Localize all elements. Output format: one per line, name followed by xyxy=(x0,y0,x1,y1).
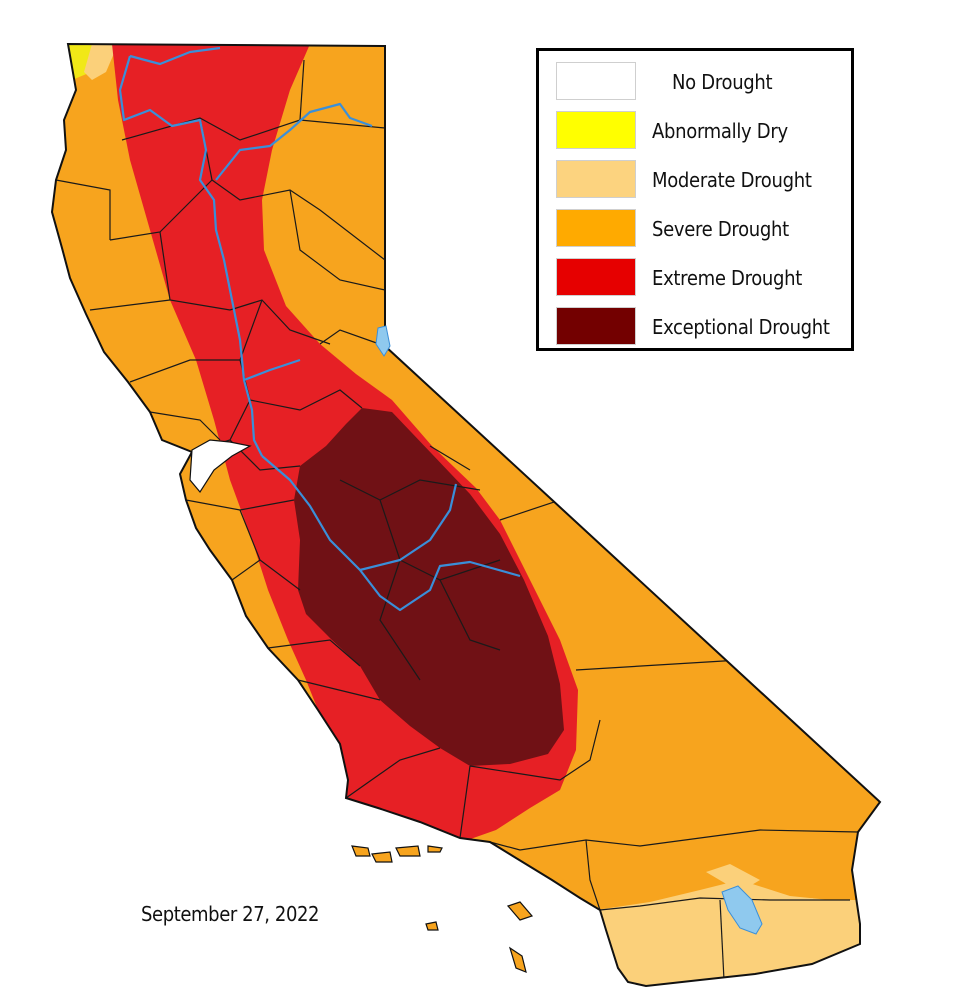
legend-label: No Drought xyxy=(672,70,773,94)
swatch-extreme-drought xyxy=(556,258,636,296)
moderate-drought-zone-east xyxy=(790,898,830,946)
rivers xyxy=(118,46,521,612)
pit-river xyxy=(215,102,373,181)
legend-label: Exceptional Drought xyxy=(652,315,830,339)
tuolumne-river xyxy=(359,483,458,572)
lake-tahoe xyxy=(375,325,391,357)
legend-label: Severe Drought xyxy=(652,217,789,241)
exceptional-drought-zone xyxy=(294,408,564,766)
moderate-drought-zone-se xyxy=(706,864,760,892)
american-river xyxy=(243,358,301,382)
legend: No Drought Abnormally Dry Moderate Droug… xyxy=(536,48,854,351)
legend-label: Extreme Drought xyxy=(652,266,803,290)
san-francisco-bay xyxy=(189,439,252,494)
map-date: September 27, 2022 xyxy=(141,902,320,926)
swatch-abnormally-dry xyxy=(556,111,636,149)
legend-item-abnormally-dry: Abnormally Dry xyxy=(556,111,846,151)
legend-item-severe-drought: Severe Drought xyxy=(556,209,846,249)
channel-islands xyxy=(351,845,534,973)
swatch-moderate-drought xyxy=(556,160,636,198)
legend-label: Moderate Drought xyxy=(652,168,812,192)
sacramento-river xyxy=(118,46,263,457)
county-borders xyxy=(55,59,859,981)
legend-item-extreme-drought: Extreme Drought xyxy=(556,258,846,298)
legend-item-exceptional-drought: Exceptional Drought xyxy=(556,307,846,347)
legend-item-no-drought: No Drought xyxy=(556,62,846,102)
san-joaquin-river xyxy=(261,455,521,612)
salton-sea xyxy=(721,885,763,935)
swatch-severe-drought xyxy=(556,209,636,247)
swatch-exceptional-drought xyxy=(556,307,636,345)
legend-label: Abnormally Dry xyxy=(652,119,788,143)
swatch-no-drought xyxy=(556,62,636,100)
legend-item-moderate-drought: Moderate Drought xyxy=(556,160,846,200)
moderate-drought-zone-north xyxy=(84,44,118,80)
